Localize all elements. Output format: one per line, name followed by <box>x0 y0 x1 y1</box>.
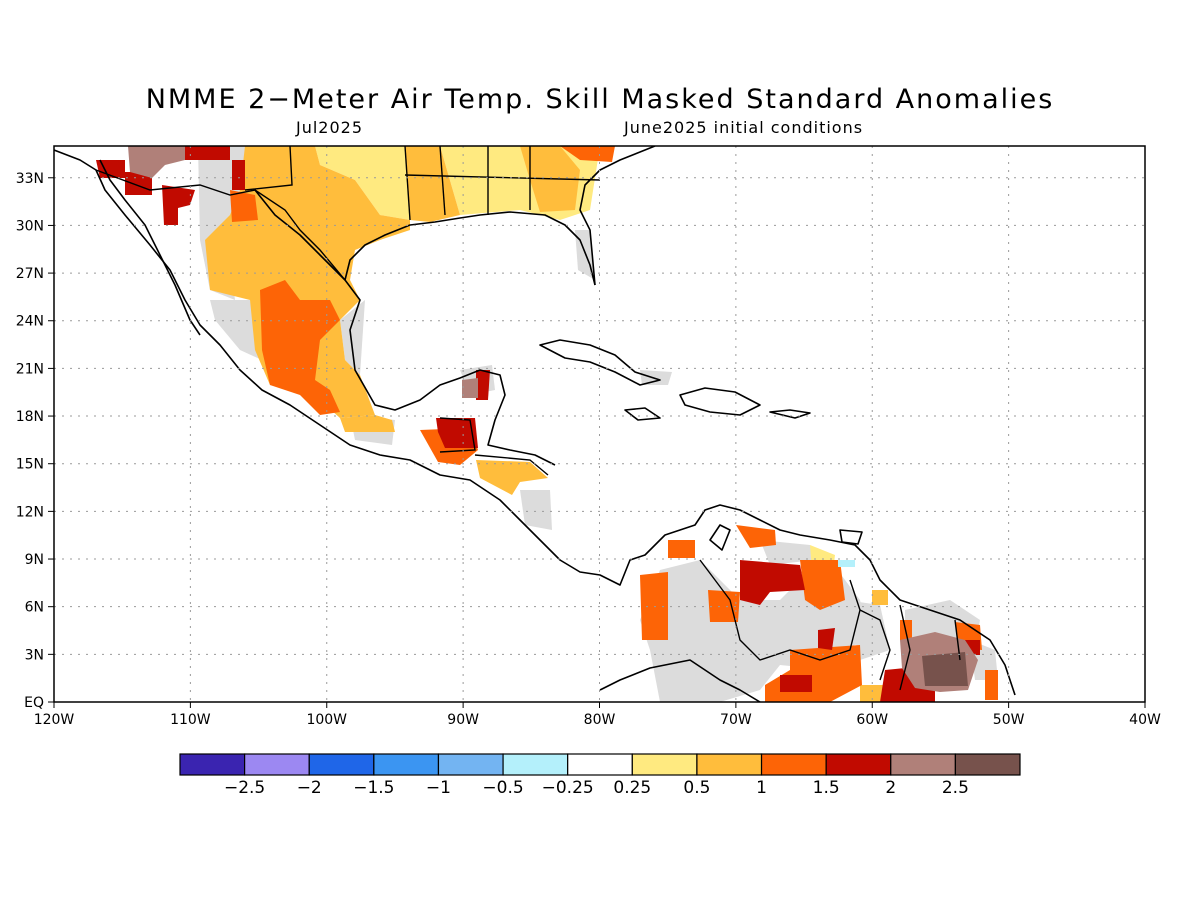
map-axes: 120W 110W 100W 90W 80W 70W 60W 50W 40W EQ 3N 6N 9N 12… <box>16 171 1161 728</box>
lat-tick-label: 27N <box>16 266 44 282</box>
colorbar-swatch <box>308 753 375 776</box>
colorbar-swatch <box>437 753 504 776</box>
lat-tick-label: 15N <box>16 457 44 473</box>
lon-tick-label: 40W <box>1129 712 1161 728</box>
lat-tick-label: 24N <box>16 314 44 330</box>
colorbar-swatch <box>954 753 1021 776</box>
colorbar-swatch <box>760 753 827 776</box>
colorbar-swatch <box>244 753 310 776</box>
colorbar-label: 2 <box>885 778 896 798</box>
lat-tick-label: 9N <box>25 552 44 568</box>
colorbar-label: −0.5 <box>482 778 523 798</box>
lon-tick-label: 110W <box>170 712 211 728</box>
colorbar-swatch <box>373 753 440 776</box>
colorbar-label: 1 <box>756 778 767 798</box>
lon-tick-label: 60W <box>856 712 888 728</box>
colorbar-swatch <box>825 753 892 776</box>
colorbar-swatch <box>502 753 569 776</box>
target-month: Jul2025 <box>296 118 364 137</box>
initial-conditions: June2025 initial conditions <box>624 118 864 137</box>
colorbar-swatch <box>179 753 246 776</box>
colorbar-swatch <box>890 753 956 776</box>
colorbar-label: 0.25 <box>613 778 651 798</box>
lat-tick-label: 3N <box>25 647 44 663</box>
lon-tick-label: 80W <box>584 712 616 728</box>
colorbar-label: −2 <box>297 778 322 798</box>
colorbar-label: 2.5 <box>942 778 969 798</box>
colorbar-swatch <box>567 753 633 776</box>
colorbar-label: −1 <box>426 778 451 798</box>
anomaly-shading <box>96 146 998 702</box>
lat-tick-label: EQ <box>24 695 44 711</box>
coastlines <box>54 146 1016 702</box>
colorbar-label: −1.5 <box>353 778 394 798</box>
lat-tick-label: 12N <box>16 504 44 520</box>
lat-tick-label: 21N <box>16 361 44 377</box>
map-title: NMME 2−Meter Air Temp. Skill Masked Stan… <box>145 84 1055 115</box>
grid-lines <box>54 146 1145 702</box>
lat-tick-label: 18N <box>16 409 44 425</box>
lat-tick-label: 6N <box>25 600 44 616</box>
colorbar-swatch <box>696 753 763 776</box>
colorbar-label: −0.25 <box>542 778 594 798</box>
lon-tick-label: 120W <box>34 712 75 728</box>
colorbar-label: 0.5 <box>683 778 710 798</box>
lon-tick-label: 70W <box>720 712 752 728</box>
colorbar-label: −2.5 <box>224 778 265 798</box>
colorbar-swatch <box>631 753 698 776</box>
lat-tick-label: 33N <box>16 171 44 187</box>
lon-tick-label: 50W <box>993 712 1025 728</box>
lon-tick-label: 90W <box>447 712 479 728</box>
colorbar-label: 1.5 <box>813 778 840 798</box>
colorbar: −2.5 −2 −1.5 −1 −0.5 −0.25 0.25 0.5 1 1.5 2 2.5 <box>179 753 1021 798</box>
lon-tick-label: 100W <box>306 712 347 728</box>
lat-tick-label: 30N <box>16 218 44 234</box>
